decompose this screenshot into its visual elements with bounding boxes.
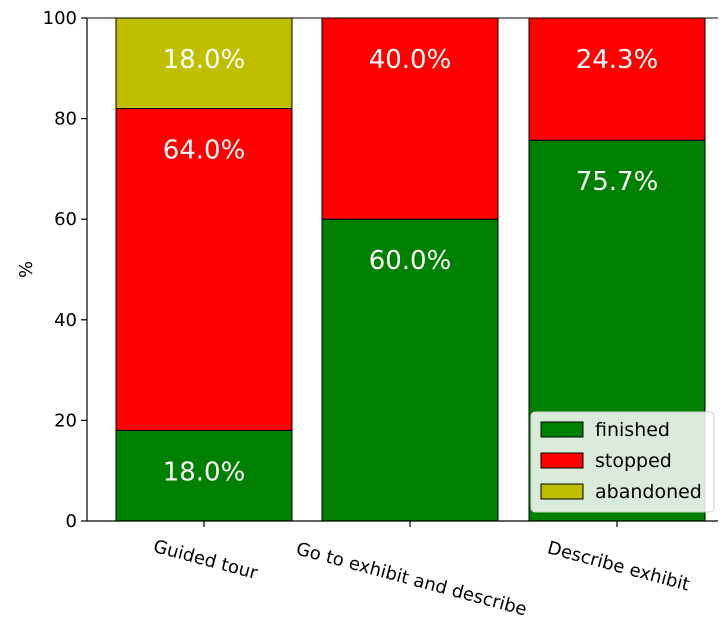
legend-swatch-finished xyxy=(540,421,584,438)
data-label-finished-2: 75.7% xyxy=(576,167,659,197)
y-tick-label: 100 xyxy=(43,8,77,29)
y-tick-label: 40 xyxy=(54,310,77,331)
x-tick-label: Go to exhibit and describe xyxy=(294,539,529,617)
y-tick-label: 80 xyxy=(54,109,77,130)
y-axis-label: % xyxy=(16,261,37,278)
x-tick-label: Describe exhibit xyxy=(545,537,692,595)
x-tick-label: Guided tour xyxy=(151,536,260,584)
legend-label-abandoned: abandoned xyxy=(595,481,702,503)
legend-label-stopped: stopped xyxy=(595,450,672,472)
y-tick-label: 60 xyxy=(54,209,77,230)
bar-finished-1 xyxy=(321,218,499,522)
y-tick-label: 0 xyxy=(66,511,77,532)
data-label-stopped-2: 24.3% xyxy=(576,45,659,75)
data-label-finished-0: 18.0% xyxy=(163,457,246,487)
legend-swatch-abandoned xyxy=(540,483,584,500)
bar-stopped-1 xyxy=(321,17,499,220)
bar-finished-0 xyxy=(115,429,293,522)
y-axis: 0 20 40 60 80 100 xyxy=(43,8,88,532)
plot-area: 18.0% 64.0% 18.0% 60.0% 40.0% 75.7% 24.3% xyxy=(87,17,718,522)
legend: finished stopped abandoned xyxy=(530,411,715,513)
bar-stopped-2 xyxy=(528,17,706,141)
bar-abandoned-0 xyxy=(115,17,293,110)
x-axis: Guided tour Go to exhibit and describe Des… xyxy=(87,520,718,617)
data-label-stopped-1: 40.0% xyxy=(369,45,452,75)
data-label-abandoned-0: 18.0% xyxy=(163,45,246,75)
legend-swatch-stopped xyxy=(540,452,584,469)
y-tick-label: 20 xyxy=(54,410,77,431)
data-label-finished-1: 60.0% xyxy=(369,246,452,276)
data-label-stopped-0: 64.0% xyxy=(163,136,246,166)
legend-label-finished: finished xyxy=(595,419,670,441)
